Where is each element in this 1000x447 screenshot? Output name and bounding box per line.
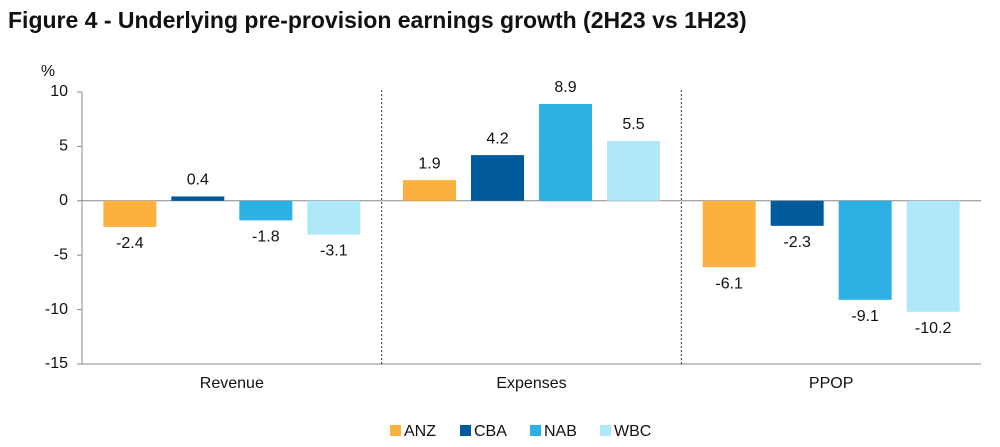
x-tick-label: Revenue [200, 375, 264, 392]
bar [171, 196, 225, 201]
value-label: 0.4 [187, 172, 209, 189]
legend-label: ANZ [404, 423, 436, 440]
value-label: -6.1 [715, 275, 743, 292]
x-tick-label: Expenses [496, 375, 566, 392]
legend-swatch [460, 425, 471, 436]
bar [906, 200, 960, 312]
bar [838, 200, 892, 300]
legend-swatch [600, 425, 611, 436]
y-tick-label: -15 [45, 355, 68, 372]
bar [103, 200, 157, 227]
bar [471, 155, 524, 201]
y-tick-label: -10 [45, 301, 68, 318]
bar [539, 103, 592, 201]
value-label: 8.9 [554, 79, 576, 96]
legend-label: WBC [614, 423, 651, 440]
chart-title: Figure 4 - Underlying pre-provision earn… [8, 7, 747, 33]
legend-swatch [390, 425, 401, 436]
bar [307, 200, 361, 235]
y-tick-label: 10 [50, 83, 68, 100]
value-label: -10.2 [915, 320, 952, 337]
legend-label: NAB [544, 423, 577, 440]
bar [607, 140, 660, 201]
value-label: -2.3 [783, 234, 811, 251]
legend-label: CBA [474, 423, 507, 440]
value-label: -1.8 [252, 229, 280, 246]
value-label: 1.9 [418, 155, 440, 172]
legend-swatch [530, 425, 541, 436]
y-axis-label: % [41, 63, 55, 80]
x-tick-label: PPOP [809, 375, 853, 392]
bar [403, 180, 456, 201]
value-label: -2.4 [116, 235, 144, 252]
value-label: 4.2 [486, 130, 508, 147]
y-tick-label: 5 [59, 138, 68, 155]
value-label: -3.1 [320, 243, 348, 260]
bar [702, 200, 756, 268]
y-tick-label: 0 [59, 192, 68, 209]
bar [239, 200, 293, 221]
bar [770, 200, 824, 226]
value-label: 5.5 [622, 116, 644, 133]
value-label: -9.1 [851, 308, 879, 325]
y-tick-label: -5 [54, 246, 68, 263]
